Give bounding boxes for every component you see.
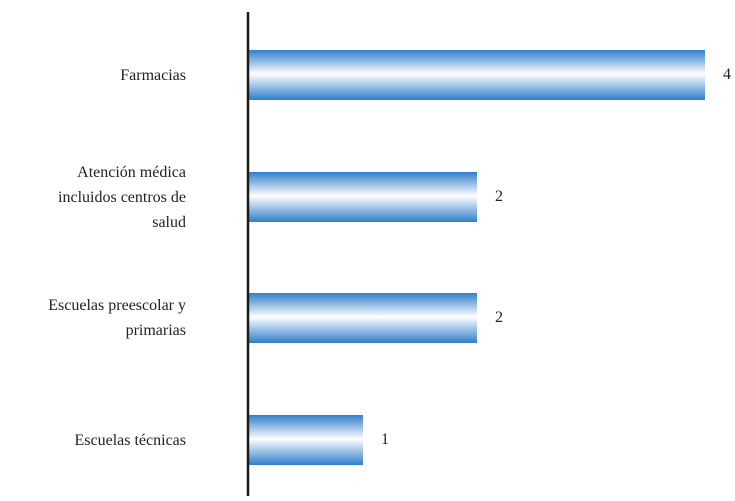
category-label-0: Farmacias (0, 63, 186, 88)
category-label-2-line-0: Escuelas preescolar y (48, 297, 186, 314)
bar-0 (249, 50, 705, 100)
category-label-3-line-0: Escuelas técnicas (74, 431, 187, 449)
value-label-2: 2 (495, 309, 503, 326)
bar-3 (249, 415, 363, 465)
bar-1 (249, 172, 477, 222)
category-label-1: Atención médica incluidos centros de salud (0, 160, 186, 235)
bars-group (249, 50, 705, 465)
category-label-1-line-2: salud (152, 213, 186, 231)
bar-2 (249, 293, 477, 343)
category-label-3: Escuelas técnicas (0, 428, 187, 453)
category-label-0-line-0: Farmacias (120, 66, 186, 84)
value-label-1: 2 (495, 188, 503, 205)
value-label-0: 4 (723, 66, 731, 83)
category-label-2: Escuelas preescolar y primarias (0, 293, 186, 343)
category-label-2-line-1: primarias (125, 322, 186, 339)
category-label-1-line-1: incluidos centros de (58, 188, 186, 206)
category-label-1-line-0: Atención médica (77, 163, 186, 181)
value-label-3: 1 (381, 431, 389, 448)
